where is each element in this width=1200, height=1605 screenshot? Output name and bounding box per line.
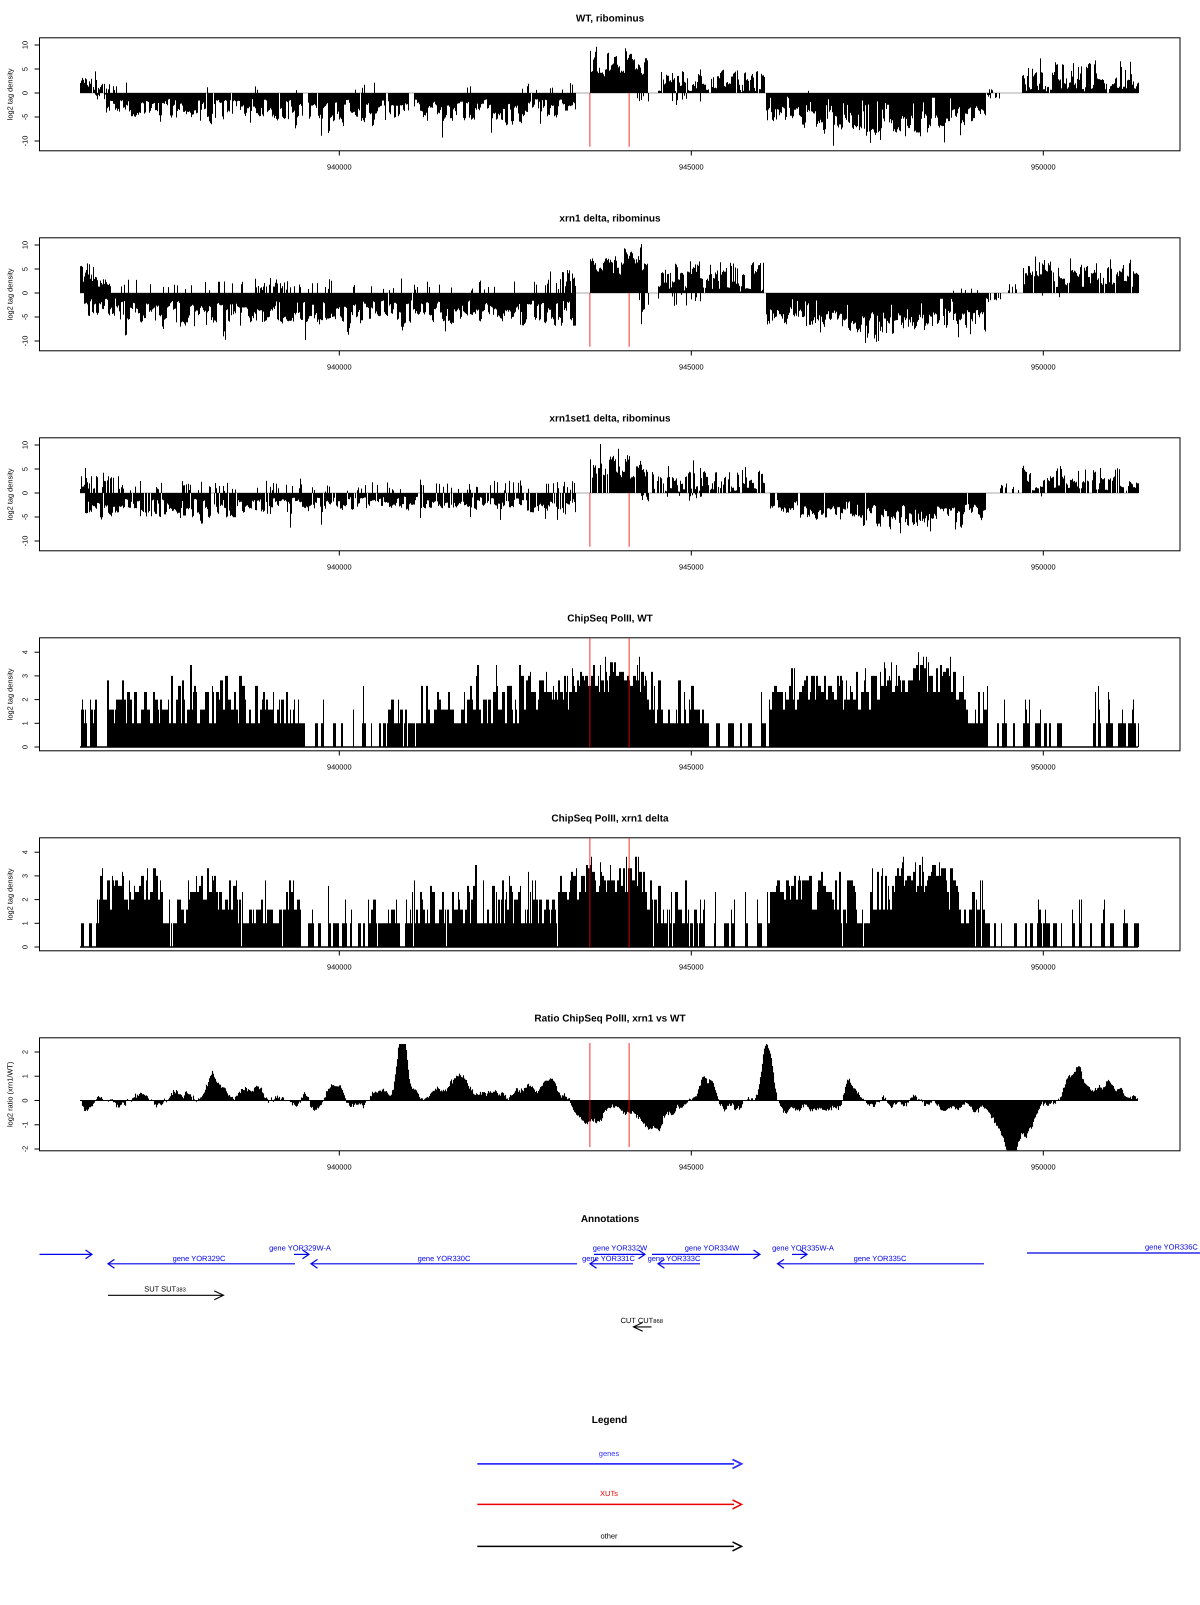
svg-text:other: other	[600, 1531, 618, 1540]
svg-text:10: 10	[21, 241, 30, 249]
svg-text:-10: -10	[21, 336, 30, 347]
svg-text:5: 5	[21, 267, 30, 271]
svg-text:Legend: Legend	[592, 1415, 628, 1426]
svg-text:gene YOR336C: gene YOR336C	[1145, 1242, 1198, 1251]
svg-text:940000: 940000	[327, 963, 352, 972]
svg-text:-5: -5	[21, 314, 30, 321]
svg-text:950000: 950000	[1031, 963, 1056, 972]
svg-text:2: 2	[21, 698, 30, 702]
svg-text:gene YOR329W-A: gene YOR329W-A	[269, 1244, 331, 1253]
svg-text:945000: 945000	[679, 763, 704, 772]
svg-text:2: 2	[21, 1050, 30, 1054]
svg-text:940000: 940000	[327, 563, 352, 572]
svg-text:0: 0	[21, 745, 30, 749]
svg-text:-5: -5	[21, 514, 30, 521]
svg-text:SUT SUT383: SUT SUT383	[144, 1284, 186, 1293]
svg-text:log2 tag density: log2 tag density	[6, 68, 15, 120]
svg-text:gene YOR329C: gene YOR329C	[173, 1254, 226, 1263]
svg-text:1: 1	[21, 1074, 30, 1078]
svg-text:xrn1set1 delta, ribominus: xrn1set1 delta, ribominus	[549, 414, 671, 425]
svg-text:2: 2	[21, 898, 30, 902]
svg-text:Annotations: Annotations	[581, 1214, 640, 1225]
svg-text:1: 1	[21, 921, 30, 925]
svg-text:gene YOR334W: gene YOR334W	[685, 1244, 740, 1253]
svg-text:-5: -5	[21, 114, 30, 121]
svg-text:-10: -10	[21, 136, 30, 147]
svg-text:1: 1	[21, 721, 30, 725]
svg-text:0: 0	[21, 1098, 30, 1102]
svg-text:genes: genes	[599, 1449, 620, 1458]
svg-text:945000: 945000	[679, 963, 704, 972]
svg-text:ChipSeq PolII, WT: ChipSeq PolII, WT	[567, 614, 653, 625]
svg-text:940000: 940000	[327, 363, 352, 372]
svg-text:gene YOR332W: gene YOR332W	[593, 1244, 648, 1253]
svg-text:3: 3	[21, 874, 30, 878]
svg-text:940000: 940000	[327, 163, 352, 172]
svg-text:log2 ratio (xrn1/WT): log2 ratio (xrn1/WT)	[6, 1062, 15, 1127]
svg-text:0: 0	[21, 91, 30, 95]
svg-text:-1: -1	[21, 1122, 30, 1129]
svg-text:5: 5	[21, 67, 30, 71]
svg-text:log2 tag density: log2 tag density	[6, 268, 15, 320]
svg-text:CUT CUT868: CUT CUT868	[620, 1316, 662, 1325]
svg-text:0: 0	[21, 945, 30, 949]
svg-text:940000: 940000	[327, 763, 352, 772]
svg-text:XUTs: XUTs	[600, 1489, 618, 1498]
svg-text:xrn1 delta, ribominus: xrn1 delta, ribominus	[559, 214, 661, 225]
svg-text:-2: -2	[21, 1146, 30, 1153]
svg-text:log2 tag density: log2 tag density	[6, 868, 15, 920]
svg-text:945000: 945000	[679, 563, 704, 572]
svg-text:950000: 950000	[1031, 363, 1056, 372]
svg-text:gene YOR331C: gene YOR331C	[582, 1254, 635, 1263]
svg-text:940000: 940000	[327, 1163, 352, 1172]
svg-text:945000: 945000	[679, 363, 704, 372]
svg-text:950000: 950000	[1031, 163, 1056, 172]
svg-text:gene YOR335W-A: gene YOR335W-A	[772, 1244, 834, 1253]
svg-text:3: 3	[21, 674, 30, 678]
svg-text:4: 4	[21, 850, 30, 854]
svg-text:WT, ribominus: WT, ribominus	[576, 14, 645, 25]
svg-text:950000: 950000	[1031, 563, 1056, 572]
svg-text:0: 0	[21, 491, 30, 495]
svg-text:-10: -10	[21, 536, 30, 547]
svg-text:945000: 945000	[679, 163, 704, 172]
svg-text:gene YOR330C: gene YOR330C	[418, 1254, 471, 1263]
svg-text:10: 10	[21, 441, 30, 449]
svg-text:5: 5	[21, 467, 30, 471]
svg-text:950000: 950000	[1031, 763, 1056, 772]
svg-text:4: 4	[21, 650, 30, 654]
svg-text:950000: 950000	[1031, 1163, 1056, 1172]
svg-text:gene YOR333C: gene YOR333C	[648, 1254, 701, 1263]
svg-text:10: 10	[21, 41, 30, 49]
svg-text:gene YOR335C: gene YOR335C	[854, 1254, 907, 1263]
svg-text:0: 0	[21, 291, 30, 295]
svg-text:log2 tag density: log2 tag density	[6, 468, 15, 520]
svg-text:Ratio ChipSeq PolII, xrn1 vs W: Ratio ChipSeq PolII, xrn1 vs WT	[534, 1014, 685, 1025]
svg-text:945000: 945000	[679, 1163, 704, 1172]
svg-text:log2 tag density: log2 tag density	[6, 668, 15, 720]
svg-text:ChipSeq PolII, xrn1 delta: ChipSeq PolII, xrn1 delta	[551, 814, 669, 825]
